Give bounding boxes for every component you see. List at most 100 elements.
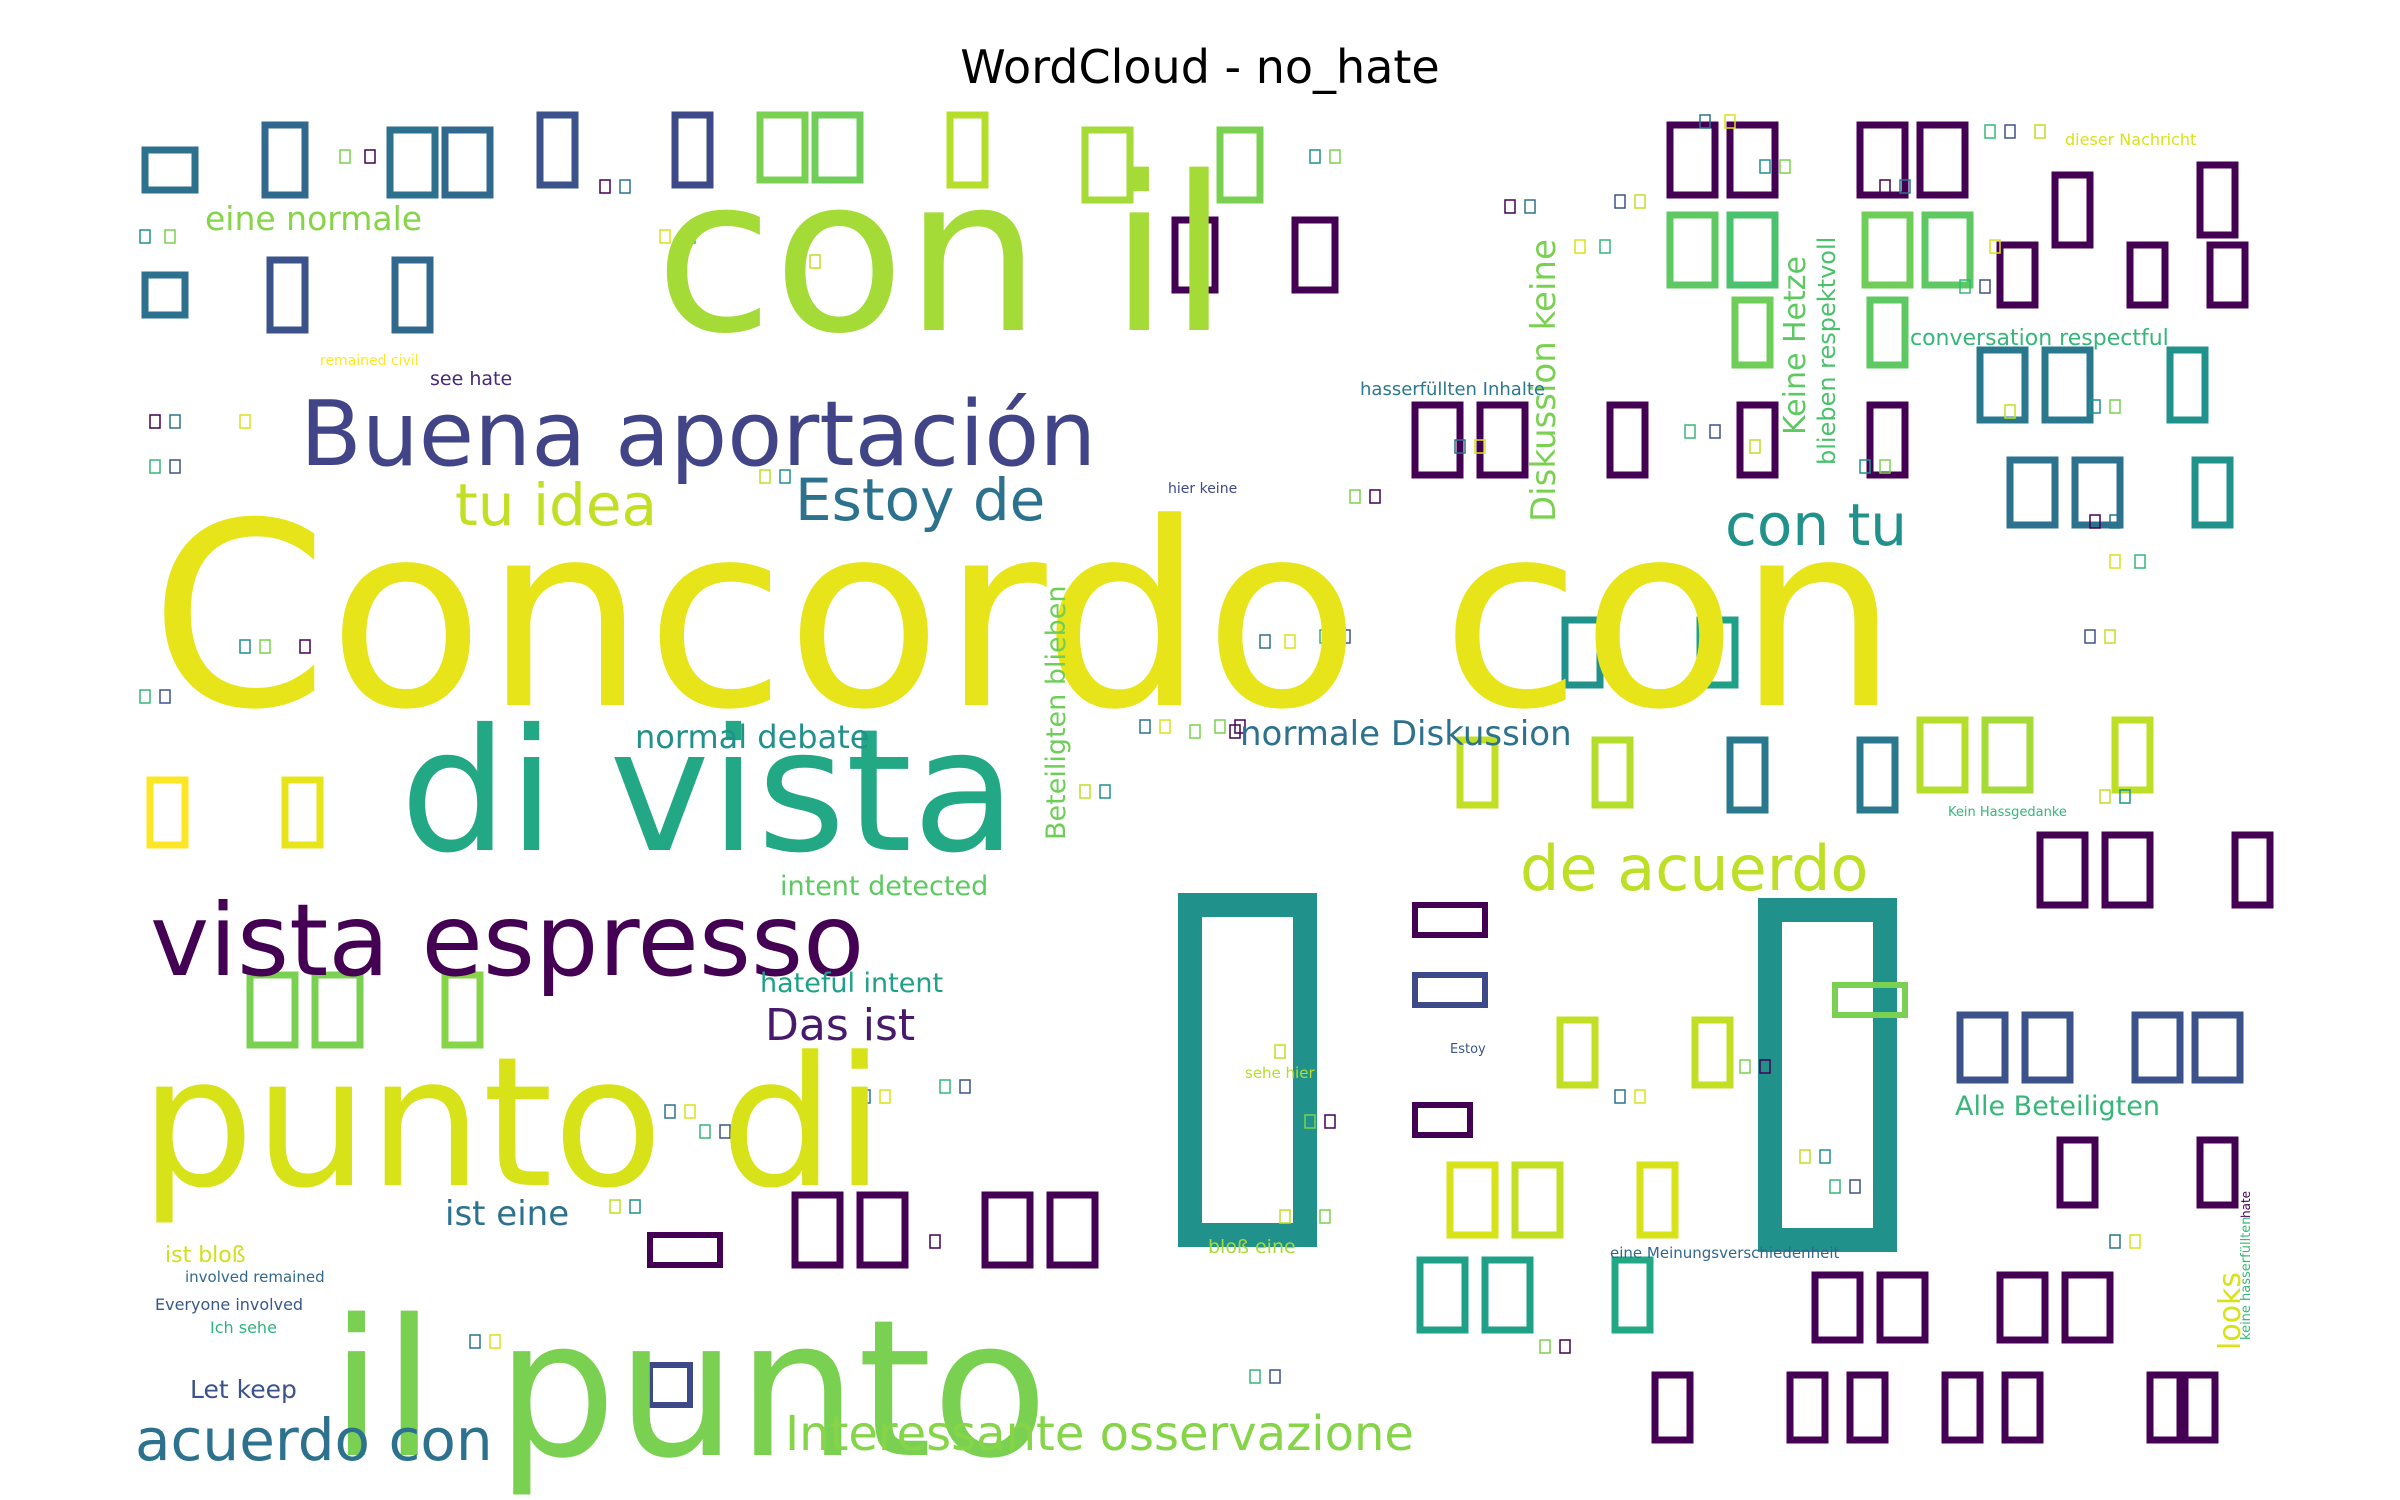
missing-glyph-box-15 <box>391 256 434 334</box>
word-11: acuerdo con <box>135 1406 493 1474</box>
small-glyph-box-13 <box>789 254 801 269</box>
small-glyph-box-30 <box>2004 404 2016 419</box>
missing-glyph-box-53 <box>2036 831 2089 909</box>
small-glyph-box-105 <box>929 1234 941 1249</box>
missing-glyph-box-28 <box>1996 241 2039 309</box>
missing-glyph-box-23 <box>2196 161 2239 239</box>
missing-glyph-box-57 <box>1412 972 1488 1008</box>
missing-glyph-box-48 <box>1726 736 1769 814</box>
small-glyph-box-94 <box>609 1199 621 1214</box>
small-glyph-box-48 <box>1879 459 1891 474</box>
missing-glyph-box-85 <box>1876 1271 1929 1344</box>
missing-glyph-box-59 <box>1556 1016 1599 1089</box>
word-16: eine normale <box>205 199 422 238</box>
missing-glyph-box-56 <box>1412 902 1488 938</box>
small-glyph-box-89 <box>1759 1059 1771 1074</box>
word-42: hate <box>2239 1191 2253 1218</box>
missing-glyph-box-46 <box>1456 736 1499 809</box>
small-glyph-box-29 <box>1979 279 1991 294</box>
word-13: Das ist <box>765 1000 915 1051</box>
missing-glyph-box-51 <box>1981 716 2034 794</box>
missing-glyph-box-30 <box>2206 241 2249 309</box>
word-27: conversation respectful <box>1910 326 2169 351</box>
small-glyph-box-28 <box>1959 279 1971 294</box>
word-1: con il <box>655 130 1229 381</box>
small-glyph-box-26 <box>1899 179 1911 194</box>
missing-glyph-box-12 <box>1216 126 1264 204</box>
missing-glyph-box-16 <box>1171 216 1219 294</box>
small-glyph-box-27 <box>1989 239 2001 254</box>
missing-glyph-box-25 <box>1726 211 1779 289</box>
small-glyph-box-50 <box>2109 514 2121 529</box>
small-glyph-box-44 <box>1684 424 1696 439</box>
missing-glyph-box-5 <box>441 126 494 199</box>
small-glyph-box-76 <box>939 1079 951 1094</box>
missing-glyph-box-63 <box>2131 1011 2184 1084</box>
word-43: Estoy <box>1450 1042 1486 1057</box>
small-glyph-box-31 <box>2089 399 2101 414</box>
word-20: Beteiligten blieben <box>1041 586 1072 840</box>
missing-glyph-box-82 <box>1481 1256 1534 1334</box>
missing-glyph-box-11 <box>1081 126 1134 204</box>
missing-glyph-box-71 <box>246 971 299 1049</box>
word-35: Everyone involved <box>155 1295 303 1314</box>
small-glyph-box-56 <box>259 639 271 654</box>
missing-glyph-box-80 <box>1046 1191 1099 1269</box>
missing-glyph-box-67 <box>2196 1136 2239 1209</box>
missing-glyph-box-58 <box>1832 982 1908 1018</box>
small-glyph-box-45 <box>1709 424 1721 439</box>
small-glyph-box-11 <box>659 229 671 244</box>
small-glyph-box-0 <box>339 149 351 164</box>
missing-glyph-box-64 <box>2191 1011 2244 1084</box>
word-39: keine hasserfüllten <box>2239 1216 2254 1340</box>
word-5: vista espresso <box>150 882 864 999</box>
word-41: sehe hier <box>1245 1064 1315 1082</box>
missing-glyph-box-44 <box>1561 616 1604 689</box>
small-glyph-box-64 <box>1214 719 1226 734</box>
missing-glyph-box-2 <box>141 146 199 194</box>
small-glyph-box-40 <box>1349 489 1361 504</box>
small-glyph-box-22 <box>1634 194 1646 209</box>
small-glyph-box-42 <box>1454 439 1466 454</box>
missing-glyph-box-49 <box>1856 736 1899 814</box>
missing-glyph-box-41 <box>2006 456 2059 529</box>
small-glyph-box-49 <box>2089 514 2101 529</box>
word-31: remained civil <box>320 353 419 369</box>
missing-glyph-box-43 <box>2191 456 2234 529</box>
missing-glyph-box-94 <box>2146 1371 2189 1444</box>
word-4: il punto <box>330 1279 1048 1500</box>
missing-glyph-box-78 <box>856 1191 909 1269</box>
missing-glyph-box-83 <box>1611 1256 1654 1334</box>
missing-glyph-box-18 <box>1666 121 1719 199</box>
small-glyph-box-91 <box>684 1104 696 1119</box>
word-18: Keine Hetze <box>1778 256 1813 435</box>
small-glyph-box-33 <box>149 414 161 429</box>
small-glyph-box-10 <box>619 179 631 194</box>
small-glyph-box-87 <box>1819 1149 1831 1164</box>
small-glyph-box-68 <box>139 689 151 704</box>
small-glyph-box-24 <box>1779 159 1791 174</box>
missing-glyph-box-26 <box>1861 211 1914 289</box>
small-glyph-box-98 <box>469 1334 481 1349</box>
word-19: blieben respektvoll <box>1813 237 1841 465</box>
word-34: involved remained <box>185 1268 325 1286</box>
small-glyph-box-84 <box>1829 1179 1841 1194</box>
small-glyph-box-1 <box>364 149 376 164</box>
small-glyph-box-73 <box>1229 724 1241 739</box>
missing-glyph-box-77 <box>791 1191 844 1269</box>
missing-glyph-box-31 <box>1731 296 1774 369</box>
word-36: Ich sehe <box>210 1318 277 1337</box>
missing-glyph-box-13 <box>141 271 189 319</box>
missing-glyph-box-37 <box>1866 401 1909 479</box>
missing-glyph-box-21 <box>1916 121 1969 199</box>
word-28: hasserfüllten Inhalte <box>1360 379 1545 400</box>
missing-glyph-box-42 <box>2071 456 2124 529</box>
missing-glyph-box-55 <box>2231 831 2274 909</box>
small-glyph-box-18 <box>1524 199 1536 214</box>
missing-glyph-boxes <box>139 111 2274 1444</box>
word-7: tu idea <box>455 471 657 539</box>
small-glyph-box-93 <box>719 1124 731 1139</box>
word-15: normale Diskussion <box>1240 714 1572 754</box>
small-glyph-box-60 <box>1319 629 1331 644</box>
